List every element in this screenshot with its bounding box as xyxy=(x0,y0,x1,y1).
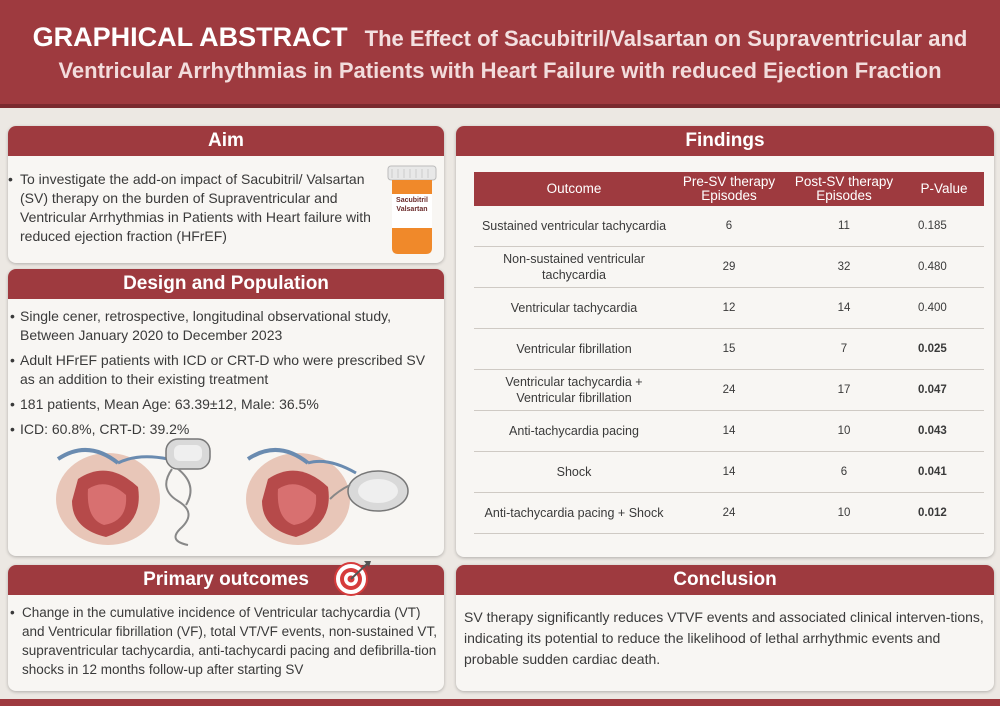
column-header-outcome: Outcome xyxy=(474,172,674,206)
column-header-pre: Pre-SV therapy Episodes xyxy=(674,172,784,206)
outcome-cell: Ventricular tachycardia + Ventricular fi… xyxy=(474,369,674,411)
pre-cell: 14 xyxy=(674,451,784,493)
post-cell: 14 xyxy=(784,287,904,329)
design-title: Design and Population xyxy=(8,269,444,299)
design-bullet-2: Adult HFrEF patients with ICD or CRT-D w… xyxy=(10,351,438,389)
title-line2: Ventricular Arrhythmias in Patients with… xyxy=(58,58,942,83)
pre-cell: 6 xyxy=(674,206,784,247)
findings-table: Outcome Pre-SV therapy Episodes Post-SV … xyxy=(474,172,984,534)
pvalue-cell: 0.012 xyxy=(904,492,984,534)
primary-outcomes-title-text: Primary outcomes xyxy=(143,569,309,590)
title-line1: The Effect of Sacubitril/Valsartan on Su… xyxy=(364,26,968,51)
outcome-cell: Ventricular fibrillation xyxy=(474,328,674,370)
column-header-post: Post-SV therapy Episodes xyxy=(784,172,904,206)
crt-d-device-illustration xyxy=(246,447,409,545)
pvalue-cell: 0.480 xyxy=(904,246,984,288)
primary-outcomes-title: Primary outcomes xyxy=(8,565,444,595)
table-row: Non-sustained ventricular tachycardia 29… xyxy=(474,246,984,288)
design-bullet-4: ICD: 60.8%, CRT-D: 39.2% xyxy=(10,420,438,439)
post-cell: 32 xyxy=(784,246,904,288)
primary-outcomes-text: Change in the cumulative incidence of Ve… xyxy=(10,603,446,679)
post-cell: 10 xyxy=(784,492,904,534)
header-banner: GRAPHICAL ABSTRACT The Effect of Sacubit… xyxy=(0,0,1000,108)
conclusion-title: Conclusion xyxy=(456,565,994,595)
table-row: Ventricular tachycardia 12 14 0.400 xyxy=(474,287,984,329)
bottle-label-line2: Valsartan xyxy=(396,206,428,213)
graphical-abstract-label: GRAPHICAL ABSTRACT xyxy=(32,22,348,52)
pre-cell: 12 xyxy=(674,287,784,329)
pvalue-cell: 0.400 xyxy=(904,287,984,329)
footer-bar xyxy=(0,699,1000,706)
post-cell: 6 xyxy=(784,451,904,493)
design-bullets: Single cener, retrospective, longitudina… xyxy=(10,307,438,439)
outcome-cell: Shock xyxy=(474,451,674,493)
outcome-cell: Non-sustained ventricular tachycardia xyxy=(474,246,674,288)
post-cell: 11 xyxy=(784,206,904,247)
aim-panel: Aim To investigate the add-on impact of … xyxy=(8,126,444,263)
header-line1: GRAPHICAL ABSTRACT The Effect of Sacubit… xyxy=(0,22,1000,53)
conclusion-panel: Conclusion SV therapy significantly redu… xyxy=(456,565,994,691)
column-header-pvalue: P-Value xyxy=(904,172,984,206)
pill-bottle-icon xyxy=(387,165,437,254)
pvalue-cell: 0.185 xyxy=(904,206,984,247)
pvalue-cell: 0.043 xyxy=(904,410,984,452)
table-row: Ventricular tachycardia + Ventricular fi… xyxy=(474,369,984,411)
target-icon xyxy=(334,561,371,596)
post-cell: 7 xyxy=(784,328,904,370)
outcome-cell: Anti-tachycardia pacing + Shock xyxy=(474,492,674,534)
table-row: Sustained ventricular tachycardia 6 11 0… xyxy=(474,206,984,247)
table-row: Ventricular fibrillation 15 7 0.025 xyxy=(474,328,984,370)
table-header-row: Outcome Pre-SV therapy Episodes Post-SV … xyxy=(474,172,984,206)
findings-title: Findings xyxy=(456,126,994,156)
outcome-cell: Anti-tachycardia pacing xyxy=(474,410,674,452)
aim-title: Aim xyxy=(8,126,444,156)
table-row: Anti-tachycardia pacing + Shock 24 10 0.… xyxy=(474,492,984,534)
findings-panel: Findings Outcome Pre-SV therapy Episodes… xyxy=(456,126,994,557)
table-row: Shock 14 6 0.041 xyxy=(474,451,984,493)
primary-outcomes-panel: Primary outcomes Change in the cumulativ… xyxy=(8,561,446,691)
design-bullet-1: Single cener, retrospective, longitudina… xyxy=(10,307,438,345)
table-row: Anti-tachycardia pacing 14 10 0.043 xyxy=(474,410,984,452)
design-bullet-3: 181 patients, Mean Age: 63.39±12, Male: … xyxy=(10,395,438,414)
pre-cell: 15 xyxy=(674,328,784,370)
pvalue-cell: 0.041 xyxy=(904,451,984,493)
aim-text: To investigate the add-on impact of Sacu… xyxy=(8,170,380,246)
bottle-label-line1: Sacubitril xyxy=(396,197,428,204)
pre-cell: 29 xyxy=(674,246,784,288)
pvalue-cell: 0.025 xyxy=(904,328,984,370)
pre-cell: 14 xyxy=(674,410,784,452)
design-panel: Design and Population Single cener, retr… xyxy=(8,269,444,556)
bottle-label: Sacubitril Valsartan xyxy=(392,196,432,214)
post-cell: 17 xyxy=(784,369,904,411)
pvalue-cell: 0.047 xyxy=(904,369,984,411)
outcome-cell: Sustained ventricular tachycardia xyxy=(474,206,674,247)
pre-cell: 24 xyxy=(674,492,784,534)
pre-cell: 24 xyxy=(674,369,784,411)
post-cell: 10 xyxy=(784,410,904,452)
icd-device-illustration xyxy=(56,438,211,546)
conclusion-text: SV therapy significantly reduces VTVF ev… xyxy=(464,609,984,667)
outcome-cell: Ventricular tachycardia xyxy=(474,287,674,329)
